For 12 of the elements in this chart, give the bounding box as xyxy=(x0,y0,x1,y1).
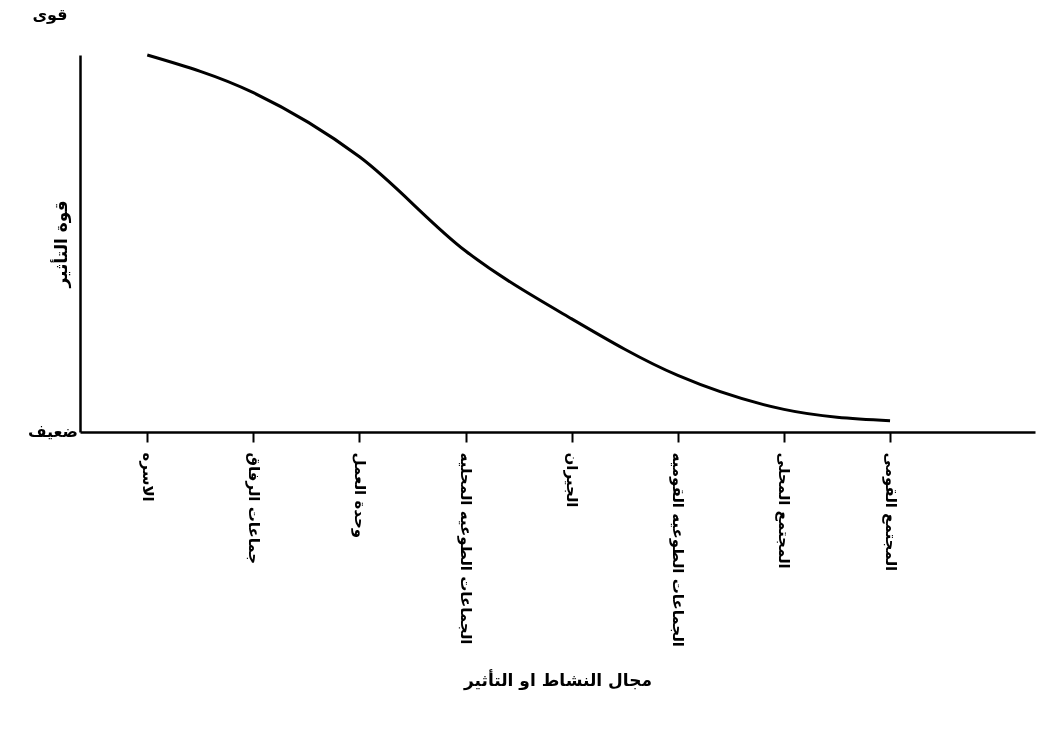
x-tick-label: الجماعات الطوعيه المحليه xyxy=(457,452,476,645)
x-tick-label: المجتمع القومى xyxy=(881,452,900,572)
x-tick-label: الاسره xyxy=(138,452,157,502)
x-axis-title: مجال النشاط او التأثير xyxy=(463,668,652,691)
text: قوى xyxy=(32,5,68,24)
x-tick-label: وحدة العمل xyxy=(351,452,369,539)
y-axis-title: قوة التأثير xyxy=(49,200,72,289)
x-tick-label: جماعات الرفاق xyxy=(244,452,263,565)
text: ضعيف xyxy=(27,422,78,441)
x-tick-label: الجماعات الطوعيه القوميه xyxy=(669,452,688,647)
x-tick-label: الجيران xyxy=(563,452,582,508)
x-tick-label: المجتمع المحلى xyxy=(775,452,794,569)
